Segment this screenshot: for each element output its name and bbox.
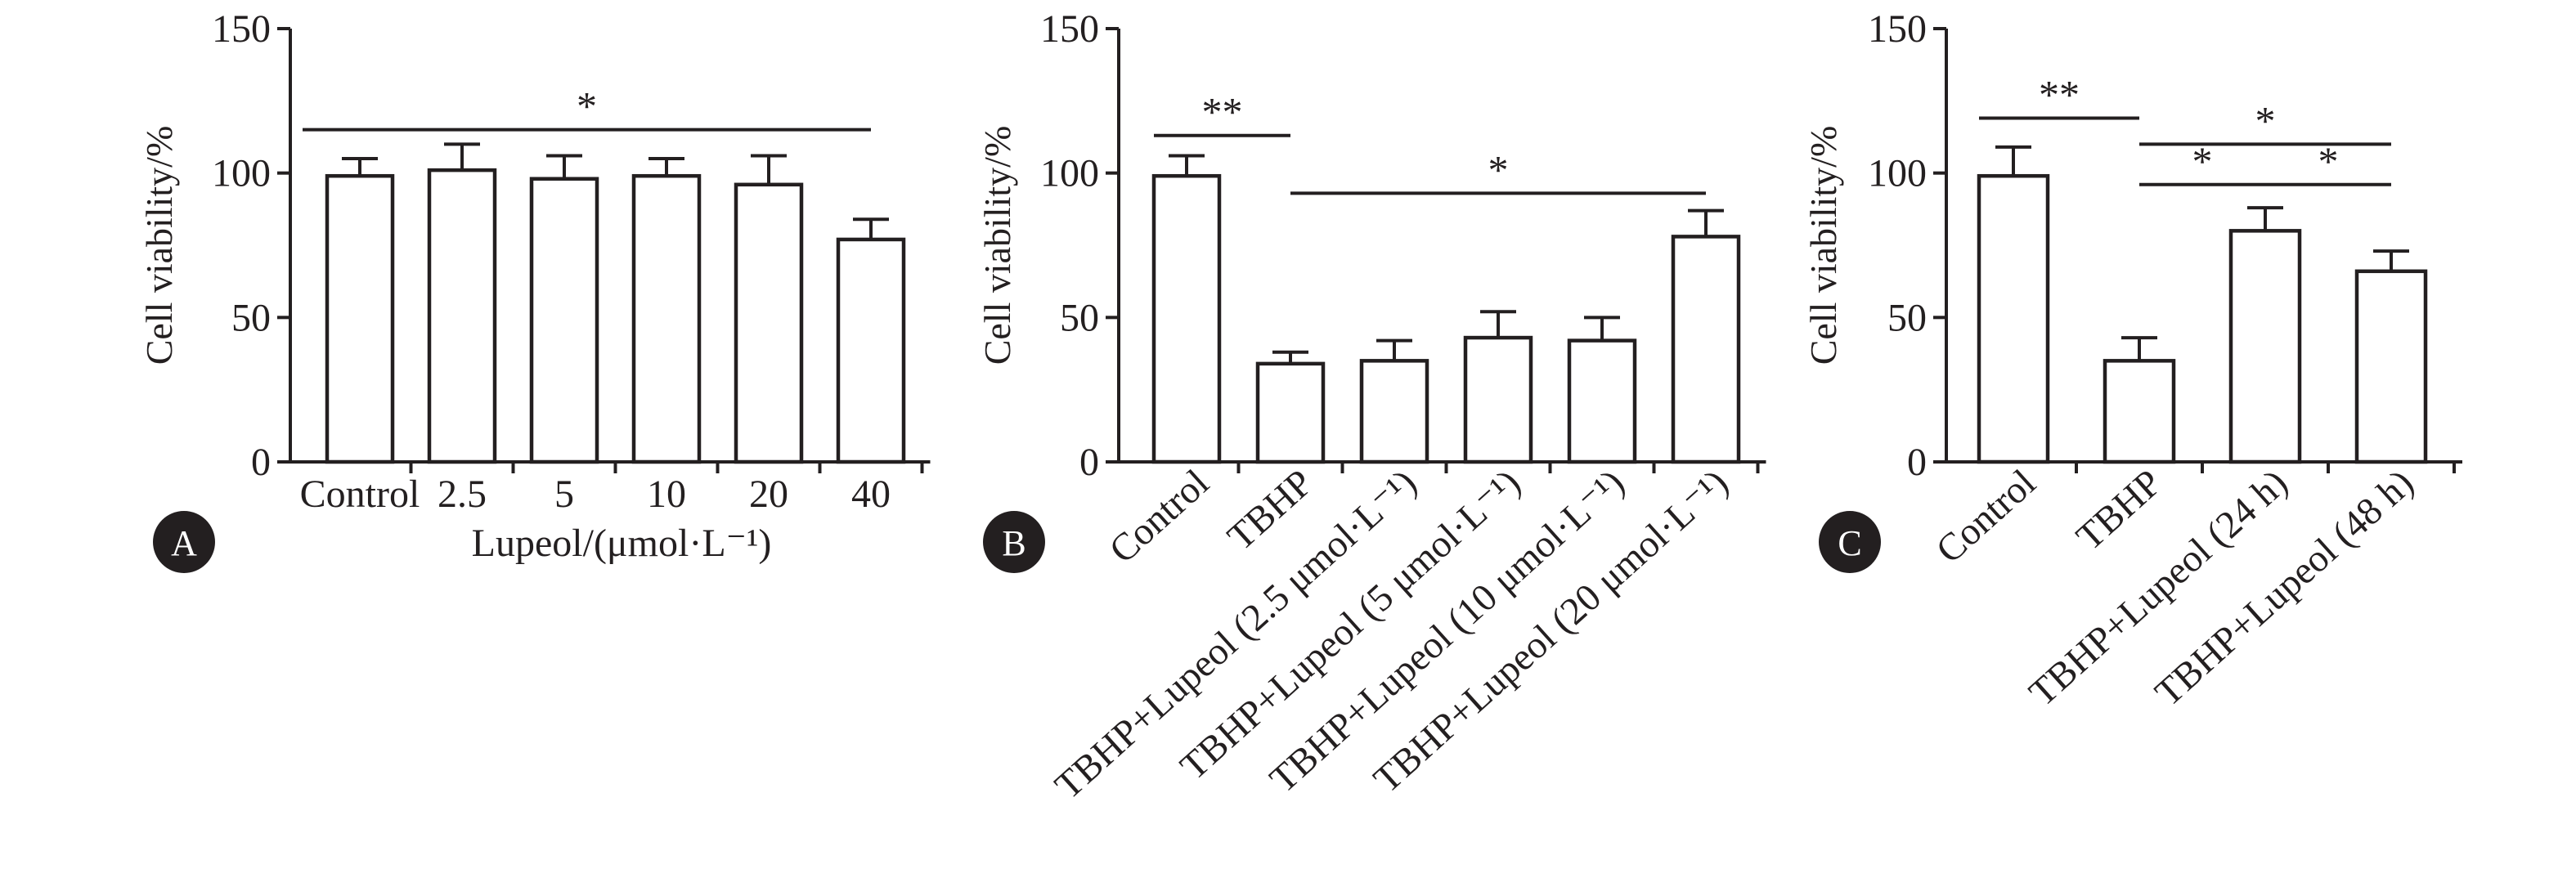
x-tick-label: Control (300, 473, 420, 516)
y-tick-label: 100 (212, 152, 271, 195)
significance-label: * (2318, 138, 2339, 184)
significance-label: ** (2039, 72, 2080, 118)
bar (325, 173, 395, 464)
significance-label: * (1488, 146, 1509, 192)
x-tick-label: 20 (749, 473, 788, 516)
x-tick-label: 40 (851, 473, 891, 516)
y-tick-label: 50 (1060, 296, 1099, 339)
bar (631, 173, 702, 464)
x-tick-label: 10 (647, 473, 686, 516)
x-tick-label: TBHP (2068, 462, 2170, 559)
panel-badge-label: C (1838, 523, 1861, 563)
bar (529, 177, 599, 464)
bar (836, 237, 906, 464)
y-tick-label: 150 (212, 7, 271, 51)
x-tick-label: Control (1928, 462, 2044, 572)
y-axis-label: Cell viability/% (1802, 126, 1844, 365)
x-axis-label: Lupeol/(μmol·L⁻¹) (472, 522, 772, 565)
x-tick-label: 5 (554, 473, 574, 516)
bar (1359, 359, 1429, 464)
panel-badge-label: B (1002, 523, 1025, 563)
significance-label: * (2192, 138, 2213, 184)
chart-panel-a: 0 50 100 150 Cell viability/% Control 2.5 5 10 20… (138, 7, 931, 573)
bar (734, 182, 804, 464)
panel-badge (153, 511, 215, 573)
y-tick-label: 0 (251, 441, 271, 484)
y-tick-label: 100 (1040, 152, 1099, 195)
bar (1463, 335, 1533, 464)
bar (1567, 338, 1637, 464)
significance-label: * (2255, 97, 2276, 143)
bar (2228, 229, 2302, 464)
bar (1671, 235, 1741, 464)
bar (1255, 361, 1326, 464)
y-axis-label: Cell viability/% (976, 126, 1018, 365)
bar (1151, 173, 1222, 464)
panel-badge (1819, 511, 1881, 573)
significance-label: * (577, 83, 597, 129)
panel-badge-label: A (171, 523, 197, 563)
significance-label: ** (1202, 89, 1243, 135)
y-tick-label: 100 (1868, 152, 1927, 195)
y-tick-label: 0 (1907, 441, 1927, 484)
x-tick-label: 2.5 (438, 473, 487, 516)
panel-badge (983, 511, 1045, 573)
y-axis-label: Cell viability/% (138, 126, 180, 365)
y-tick-label: 50 (231, 296, 271, 339)
y-tick-label: 0 (1079, 441, 1099, 484)
bar (427, 168, 497, 464)
bar (2103, 359, 2176, 464)
y-tick-label: 150 (1040, 7, 1099, 51)
y-tick-label: 150 (1868, 7, 1927, 51)
x-tick-label: Control (1102, 462, 1218, 572)
bar (2354, 269, 2428, 464)
y-tick-label: 50 (1887, 296, 1927, 339)
bar (1977, 173, 2050, 464)
